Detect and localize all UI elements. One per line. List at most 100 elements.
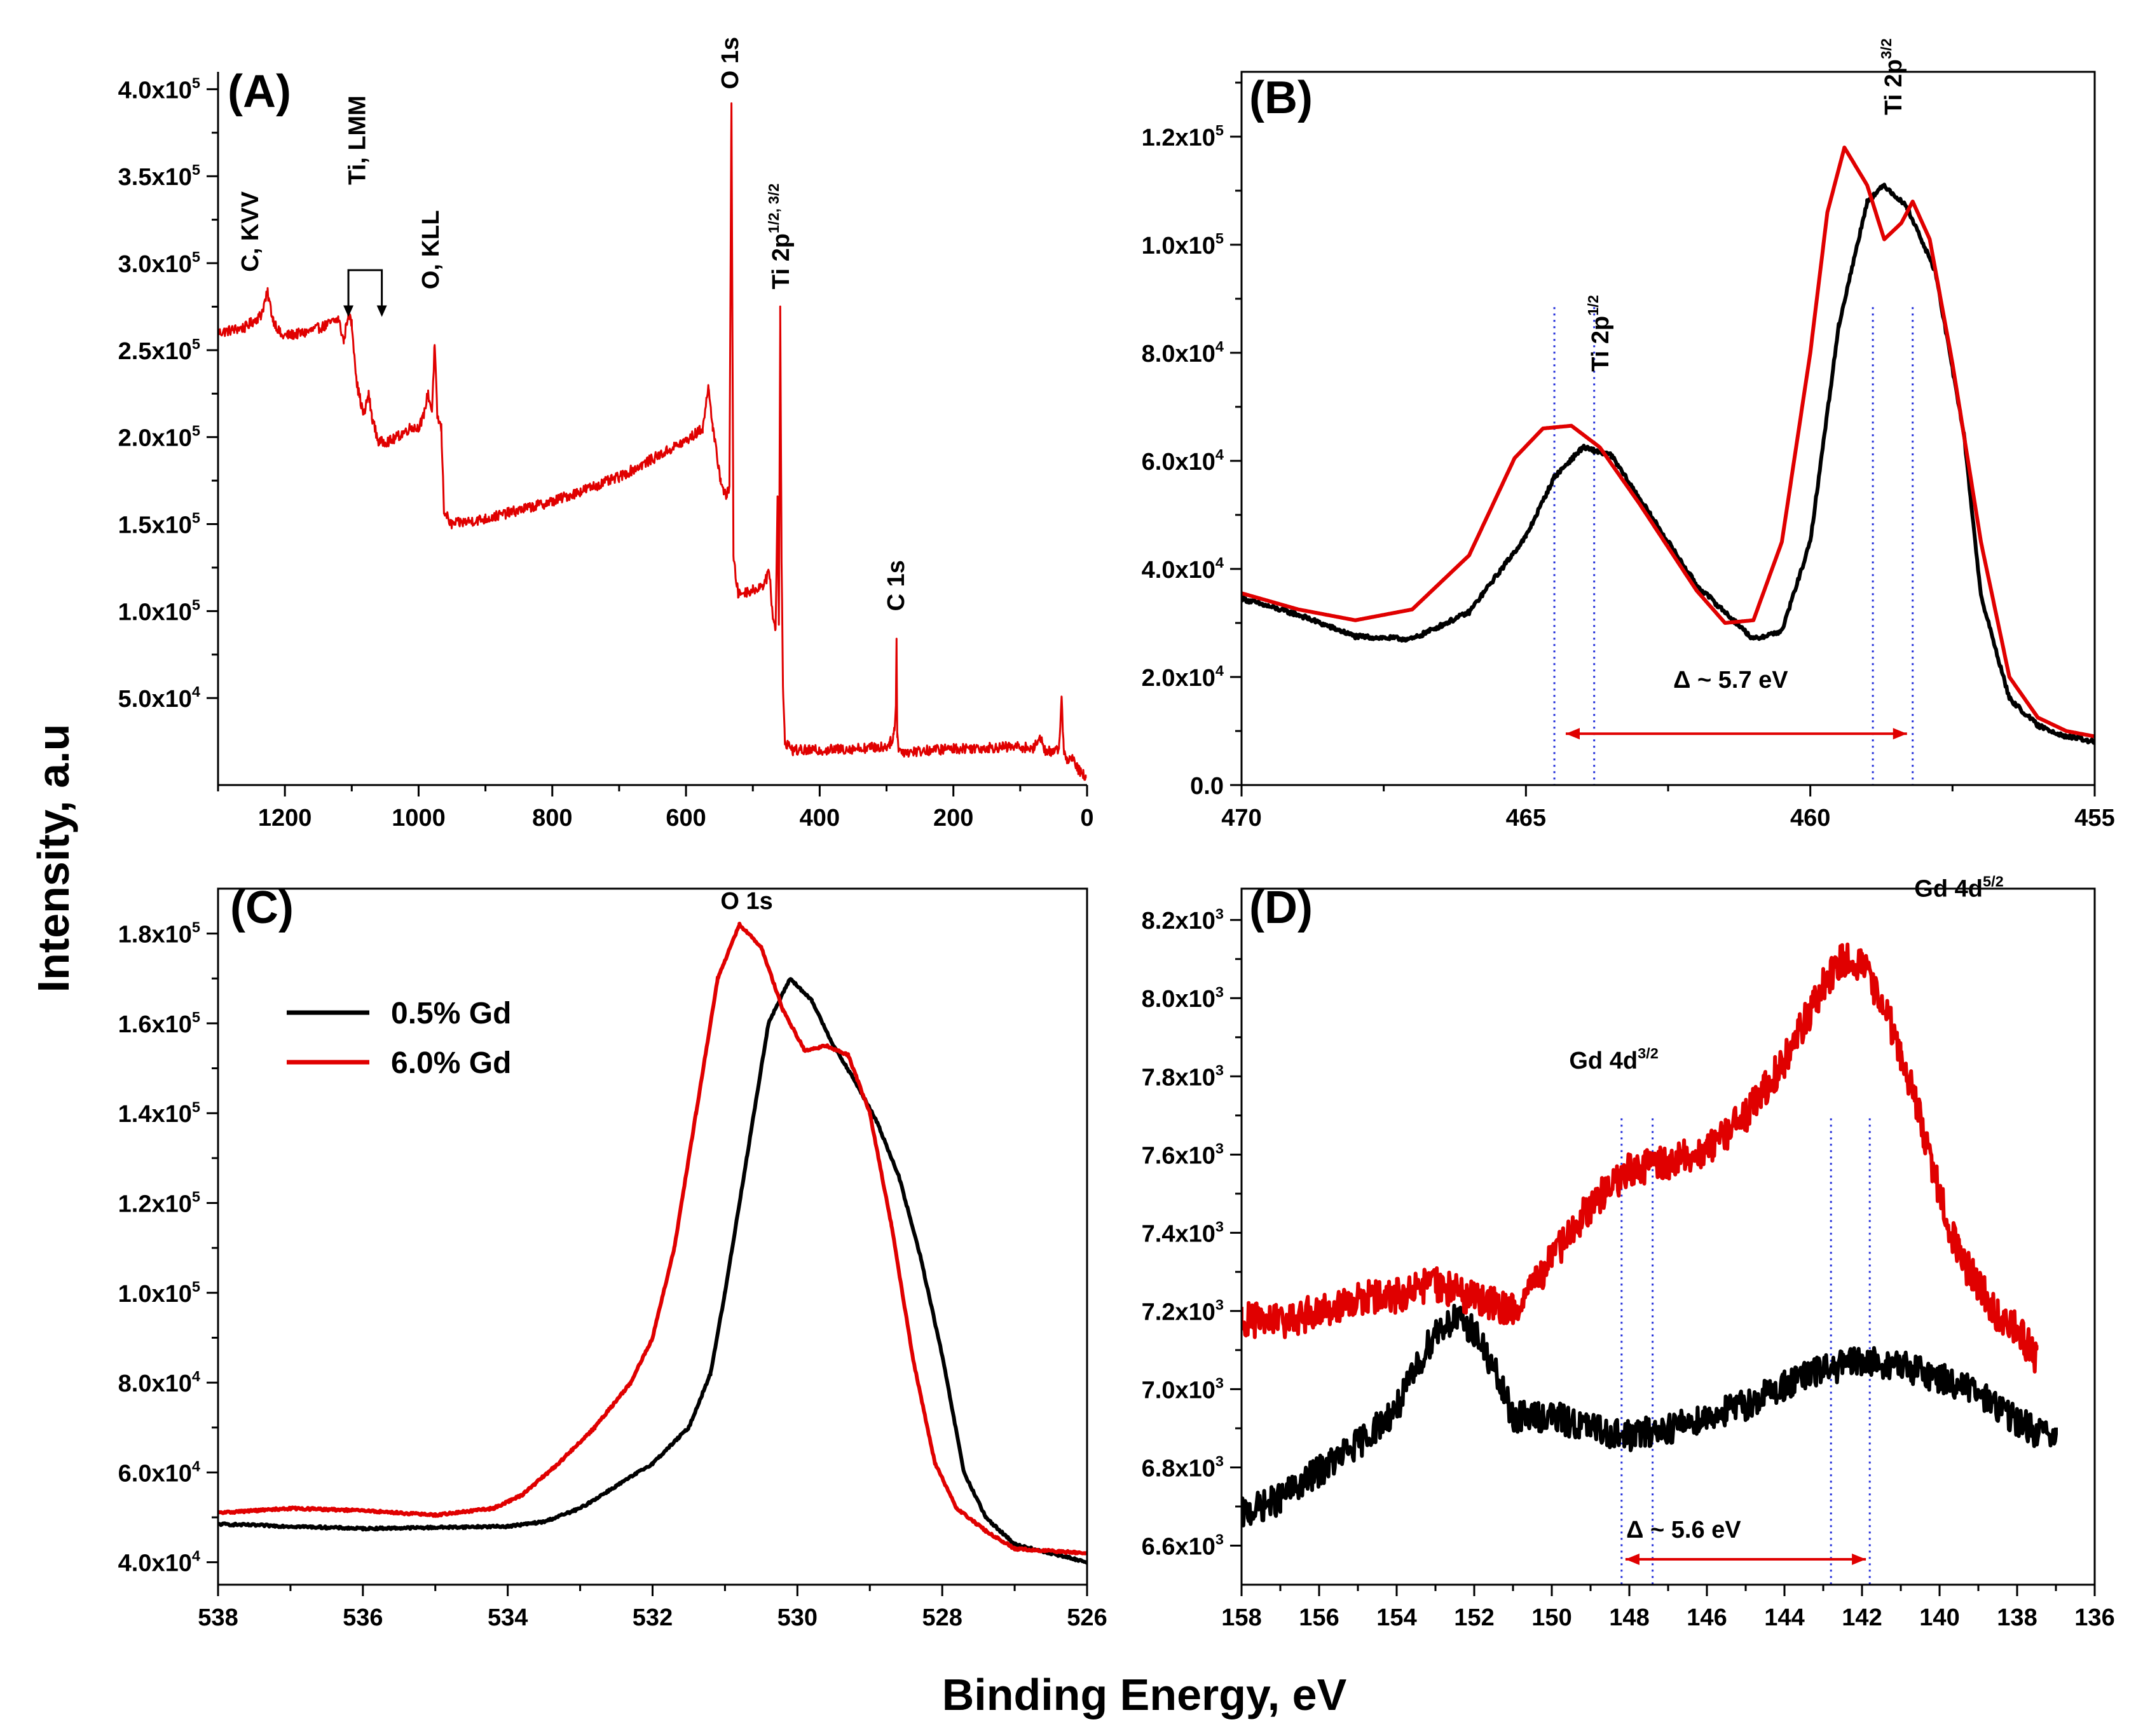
- x-tick-label: 154: [1376, 1604, 1416, 1631]
- lmm-bracket-arrowhead: [376, 305, 387, 317]
- y-tick-label: 4.0x105: [118, 74, 200, 104]
- delta-arrow-head-left: [1625, 1554, 1640, 1566]
- x-tick-label: 536: [343, 1604, 383, 1631]
- peak-annotation: C 1s: [883, 560, 910, 611]
- peak-annotation: Ti 2p1/2, 3/2: [765, 184, 795, 290]
- y-tick-label: 7.2x103: [1142, 1296, 1224, 1325]
- peak-annotation: Δ ~ 5.6 eV: [1626, 1517, 1741, 1543]
- y-tick-label: 4.0x104: [1142, 554, 1224, 584]
- plot-frame: [217, 887, 1088, 1586]
- x-tick-label: 150: [1531, 1604, 1571, 1631]
- peak-annotation: Δ ~ 5.7 eV: [1673, 667, 1788, 694]
- x-tick-label: 400: [800, 805, 840, 831]
- panel-a: 1200 1000 800 600 400 200 0 5.0x104 1.0x105 1.5x1…: [118, 37, 1094, 831]
- y-tick-label: 6.6x103: [1142, 1531, 1224, 1561]
- legend-label: 0.5% Gd: [391, 997, 511, 1030]
- y-tick-label: 3.5x105: [118, 161, 200, 191]
- series-line-6-0-gd: [1242, 942, 2039, 1374]
- peak-annotation: Ti 2p3/2: [1878, 38, 1907, 115]
- lmm-bracket: [347, 269, 383, 307]
- peak-annotation: O, KLL: [418, 210, 444, 290]
- y-tick-label: 2.0x104: [1142, 662, 1224, 692]
- x-tick-label: 146: [1687, 1604, 1727, 1631]
- x-tick-label: 530: [777, 1604, 818, 1631]
- x-tick-label: 148: [1609, 1604, 1649, 1631]
- y-tick-label: 8.0x103: [1142, 983, 1224, 1013]
- x-tick-label: 538: [198, 1604, 238, 1631]
- x-tick-label: 532: [633, 1604, 673, 1631]
- y-tick-label: 7.0x103: [1142, 1374, 1224, 1404]
- y-tick-label: 8.2x103: [1142, 905, 1224, 934]
- panel-label: (A): [228, 66, 291, 117]
- peak-annotation: C, KVV: [237, 191, 264, 271]
- x-tick-label: 144: [1764, 1604, 1804, 1631]
- y-tick-label: 6.0x104: [118, 1458, 200, 1487]
- peak-annotation: Ti 2p1/2: [1585, 295, 1614, 372]
- series-line-survey: [218, 102, 1087, 781]
- y-tick-label: 7.6x103: [1142, 1140, 1224, 1169]
- series-line-0-5-gd: [1242, 1304, 2058, 1528]
- x-tick-label: 460: [1790, 805, 1830, 831]
- panel-c: 538 536 534 532 530 528 526 4.0x104 6.0x104 8.0x1…: [118, 882, 1107, 1631]
- x-tick-label: 1200: [258, 805, 312, 831]
- x-tick-label: 455: [2074, 805, 2114, 831]
- y-tick-label: 6.0x104: [1142, 446, 1224, 475]
- y-tick-label: 1.2x105: [118, 1189, 200, 1218]
- y-tick-label: 1.0x105: [1142, 230, 1224, 259]
- x-tick-label: 136: [2074, 1604, 2114, 1631]
- x-tick-label: 800: [532, 805, 572, 831]
- x-tick-label: 138: [1997, 1604, 2037, 1631]
- legend-label: 6.0% Gd: [391, 1046, 511, 1080]
- y-tick-label: 1.4x105: [118, 1098, 200, 1128]
- x-tick-label: 526: [1067, 1604, 1107, 1631]
- y-tick-label: 1.8x105: [118, 919, 200, 948]
- series-line-6-0-gd: [218, 922, 1087, 1555]
- panel-b: 470 465 460 455 0.0 2.0x104 4.0x104 6.0x104 8.0x…: [1142, 38, 2115, 831]
- series-line-6-0-gd: [1242, 146, 2095, 739]
- x-tick-label: 600: [666, 805, 706, 831]
- x-tick-label: 0: [1080, 805, 1093, 831]
- lmm-bracket-arrowhead: [343, 305, 354, 317]
- y-tick-label: 2.5x105: [118, 336, 200, 365]
- x-tick-label: 465: [1506, 805, 1546, 831]
- x-tick-label: 470: [1221, 805, 1261, 831]
- y-tick-label: 1.0x105: [118, 596, 200, 625]
- series-line-0-5-gd: [218, 977, 1087, 1565]
- peak-annotation: O 1s: [717, 37, 744, 89]
- x-tick-label: 152: [1454, 1604, 1494, 1631]
- y-tick-label: 6.8x103: [1142, 1452, 1224, 1482]
- y-tick-label: 1.6x105: [118, 1009, 200, 1038]
- panel-label: (C): [230, 882, 294, 933]
- plot-frame: [1240, 71, 2096, 786]
- x-tick-label: 142: [1842, 1604, 1882, 1631]
- delta-arrow-head-right: [1893, 728, 1907, 740]
- panels-container: 1200 1000 800 600 400 200 0 5.0x104 1.0x105 1.5x1…: [118, 37, 2115, 1631]
- y-tick-label: 4.0x104: [118, 1548, 200, 1577]
- panel-d: 158 156 154 152 150 148 146 144 142 140 138 136 6.6x…: [1142, 873, 2115, 1631]
- y-tick-label: 7.4x103: [1142, 1218, 1224, 1247]
- shared-y-axis-label: Intensity, a.u: [29, 724, 78, 993]
- shared-x-axis-label: Binding Energy, eV: [942, 1670, 1347, 1719]
- delta-arrow-head-left: [1565, 728, 1580, 740]
- x-tick-label: 200: [933, 805, 973, 831]
- y-tick-label: 8.0x104: [118, 1368, 200, 1397]
- x-tick-label: 1000: [392, 805, 446, 831]
- panel-label: (B): [1249, 72, 1313, 123]
- y-tick-label: 3.0x105: [118, 249, 200, 278]
- panel-label: (D): [1249, 882, 1313, 933]
- y-tick-label: 1.2x105: [1142, 122, 1224, 151]
- peak-annotation: Ti, LMM: [344, 95, 371, 185]
- y-tick-label: 0.0: [1190, 773, 1224, 800]
- x-tick-label: 534: [488, 1604, 528, 1631]
- y-tick-label: 1.5x105: [118, 510, 200, 539]
- plot-frame: [1240, 887, 2096, 1586]
- y-tick-label: 1.0x105: [118, 1278, 200, 1308]
- peak-annotation: Gd 4d3/2: [1569, 1045, 1658, 1074]
- y-tick-label: 2.0x105: [118, 423, 200, 452]
- x-tick-label: 528: [922, 1604, 962, 1631]
- y-tick-label: 7.8x103: [1142, 1062, 1224, 1091]
- peak-annotation: O 1s: [720, 888, 772, 915]
- x-tick-label: 140: [1919, 1604, 1959, 1631]
- x-tick-label: 156: [1299, 1604, 1339, 1631]
